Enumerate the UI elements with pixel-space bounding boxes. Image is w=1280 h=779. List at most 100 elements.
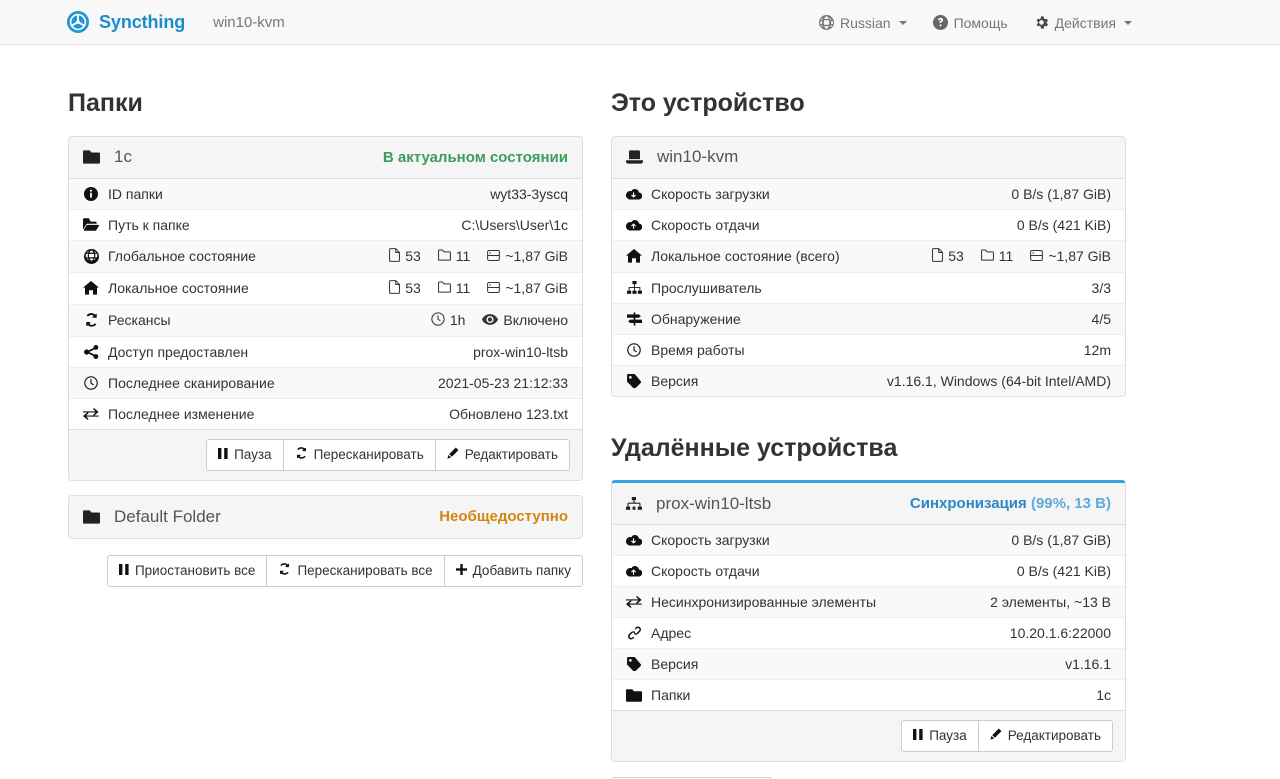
- row-label: Версия: [651, 656, 699, 672]
- pause-all-devices-button[interactable]: Приостановить все: [611, 777, 772, 779]
- home-icon: [83, 281, 99, 295]
- row-label-cell: Версия: [612, 364, 864, 396]
- table-row: Скорость загрузки 0 B/s (1,87 GiB): [612, 178, 1125, 209]
- file-icon: [389, 279, 401, 297]
- row-label-cell: Прослушиватель: [612, 271, 864, 303]
- pause-icon: [118, 562, 129, 580]
- row-label-cell: Обнаружение: [612, 302, 864, 334]
- remote-device-status-detail: (99%, 13 B): [1030, 495, 1111, 512]
- folders-global-actions-group: Приостановить все Пересканировать все До…: [106, 554, 583, 587]
- folder-title: Default Folder: [83, 507, 221, 527]
- folder-count-stat: 11: [980, 248, 1014, 264]
- folder-outline-icon: [980, 248, 994, 264]
- globe-icon: [818, 15, 834, 30]
- folder-panel-footer: Пауза Пересканировать Редактировать: [69, 428, 582, 480]
- pause-icon: [218, 446, 228, 464]
- row-label: Локальное состояние: [108, 280, 249, 296]
- pause-icon: [913, 727, 923, 745]
- rescan-interval-stat: 1h: [431, 311, 465, 329]
- row-label: Несинхронизированные элементы: [651, 594, 877, 610]
- table-row: Рескансы 1h Включен: [69, 303, 582, 336]
- folder-icon: [83, 150, 100, 164]
- row-label: Папки: [651, 687, 691, 703]
- row-value: 0 B/s (1,87 GiB): [863, 178, 1125, 209]
- add-folder-button[interactable]: Добавить папку: [443, 554, 583, 587]
- remote-device-footer: Пауза Редактировать: [612, 710, 1125, 762]
- row-label-cell: Локальное состояние (всего): [612, 239, 864, 272]
- size-value: ~1,87 GiB: [1048, 248, 1111, 264]
- folder-panel-header[interactable]: Default Folder Необщедоступно: [69, 495, 582, 538]
- cloud-upload-icon: [626, 565, 642, 577]
- home-icon: [626, 249, 642, 263]
- remote-devices-global-actions-group: Приостановить все Последние изменения До…: [611, 777, 941, 779]
- laptop-icon: [626, 150, 643, 164]
- remote-device-name: prox-win10-ltsb: [656, 493, 772, 513]
- file-count: 53: [405, 248, 421, 264]
- row-label: Доступ предоставлен: [108, 343, 249, 360]
- actions-menu[interactable]: Действия: [1034, 15, 1132, 31]
- size-value: ~1,87 GiB: [505, 248, 568, 264]
- pause-all-folders-button[interactable]: Приостановить все: [106, 554, 268, 587]
- remote-device-edit-button[interactable]: Редактировать: [977, 720, 1113, 753]
- eye-icon: [482, 312, 499, 328]
- row-label: Глобальное состояние: [108, 248, 256, 264]
- row-label-cell: Глобальное состояние: [69, 239, 334, 272]
- devices-column: Это устройство win10-kvm: [611, 45, 1126, 779]
- row-value[interactable]: 2 элементы, ~13 B: [946, 586, 1125, 618]
- pencil-icon: [447, 446, 459, 464]
- row-label: Скорость загрузки: [651, 185, 770, 202]
- chevron-down-icon: [1124, 20, 1132, 25]
- row-value: 1h Включено: [333, 303, 582, 336]
- row-value: 53 11 ~1,87 GiB: [333, 271, 582, 304]
- row-label: Версия: [651, 372, 699, 389]
- remote-device-status-badge: Синхронизация (99%, 13 B): [910, 495, 1111, 512]
- table-row: Скорость загрузки 0 B/s (1,87 GiB): [612, 525, 1125, 556]
- this-device-name: win10-kvm: [657, 147, 739, 166]
- table-row: Прослушиватель 3/3: [612, 271, 1125, 303]
- row-label: Последнее изменение: [108, 405, 255, 422]
- this-device-table: Скорость загрузки 0 B/s (1,87 GiB) Скоро…: [612, 178, 1125, 396]
- row-label: Прослушиватель: [651, 279, 762, 296]
- row-value: v1.16.1, Windows (64-bit Intel/AMD): [863, 364, 1125, 396]
- remote-device-header[interactable]: prox-win10-ltsb Синхронизация (99%, 13 B…: [612, 483, 1125, 525]
- actions-label: Действия: [1054, 14, 1116, 31]
- top-navbar: Syncthing win10-kvm Russian Помощь: [0, 0, 1280, 45]
- language-menu[interactable]: Russian: [818, 15, 907, 31]
- folder-count: 11: [998, 248, 1014, 264]
- globe-icon: [83, 248, 99, 264]
- size-value: ~1,87 GiB: [505, 280, 568, 296]
- folder-count: 11: [455, 280, 471, 296]
- rescan-all-folders-button[interactable]: Пересканировать все: [266, 554, 445, 587]
- exchange-icon: [83, 407, 99, 420]
- folder-title: 1c: [83, 147, 132, 167]
- database-icon: [1030, 248, 1044, 264]
- remote-device-table: Скорость загрузки 0 B/s (1,87 GiB) Скоро…: [612, 525, 1125, 710]
- row-value: 0 B/s (421 KiB): [946, 555, 1125, 587]
- file-count: 53: [948, 248, 964, 264]
- this-device-header[interactable]: win10-kvm: [612, 136, 1125, 179]
- chevron-down-icon: [898, 20, 907, 25]
- file-count-stat: 53: [932, 247, 964, 265]
- row-label: Обнаружение: [651, 310, 741, 327]
- remote-device-actions-group: Пауза Редактировать: [901, 720, 1113, 753]
- row-value: 4/5: [863, 302, 1125, 334]
- remote-device-pause-button[interactable]: Пауза: [901, 720, 979, 753]
- watch-state: Включено: [503, 312, 568, 328]
- help-link[interactable]: Помощь: [932, 15, 1008, 31]
- file-count-stat: 53: [389, 247, 421, 265]
- folder-edit-button[interactable]: Редактировать: [434, 438, 570, 471]
- remote-devices-heading: Удалённые устройства: [611, 433, 898, 462]
- row-value: 1c: [946, 679, 1125, 710]
- folder-name: Default Folder: [114, 506, 221, 526]
- table-row: Последнее сканирование 2021-05-23 21:12:…: [69, 366, 582, 398]
- row-label-cell: Скорость загрузки: [612, 178, 864, 209]
- question-circle-icon: [932, 15, 948, 30]
- table-row: Папки 1c: [612, 679, 1125, 710]
- row-label-cell: Последнее сканирование: [69, 366, 334, 398]
- brand-home-link[interactable]: Syncthing: [66, 10, 185, 34]
- tag-icon: [626, 373, 642, 388]
- folder-rescan-button[interactable]: Пересканировать: [282, 438, 436, 471]
- folder-pause-button[interactable]: Пауза: [206, 438, 284, 471]
- folder-panel-header[interactable]: 1c В актуальном состоянии: [69, 136, 582, 179]
- row-label: Время работы: [651, 341, 745, 358]
